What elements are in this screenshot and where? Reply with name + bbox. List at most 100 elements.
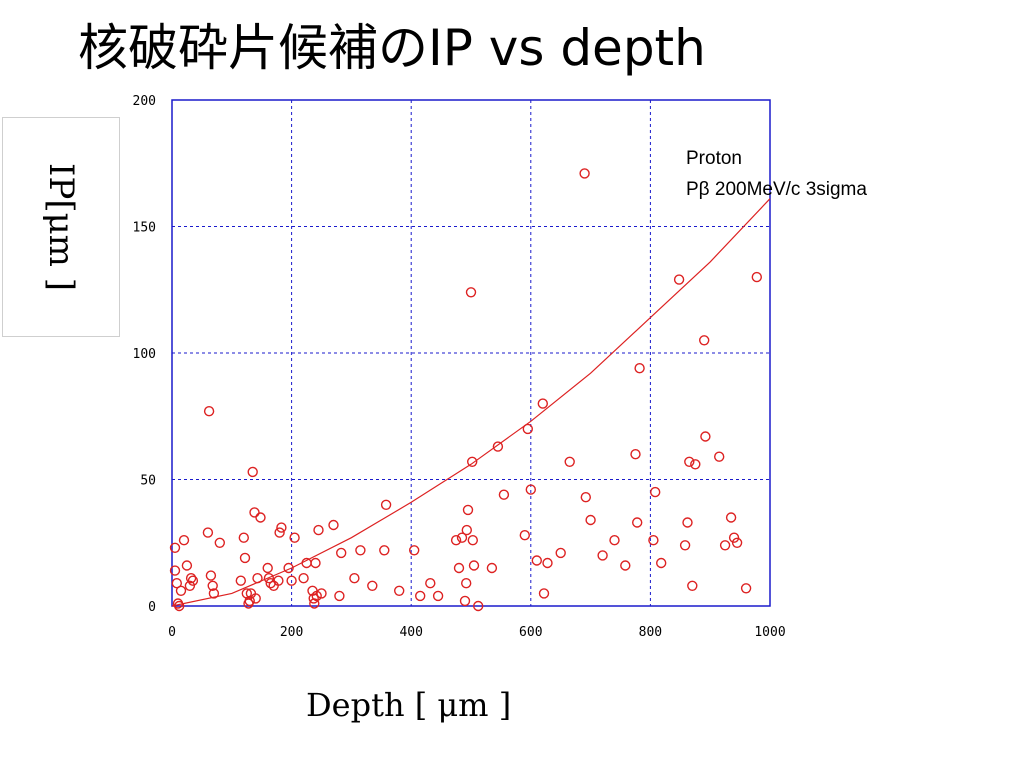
x-tick-label: 600: [519, 625, 542, 640]
data-point: [367, 580, 378, 591]
data-point: [187, 575, 199, 586]
y-tick-label: 200: [133, 94, 156, 109]
data-point: [648, 535, 659, 546]
data-point: [751, 271, 762, 283]
data-point: [650, 486, 661, 498]
annotation-line-2: Pβ 200MeV/c 3sigma: [686, 179, 867, 200]
data-point: [597, 550, 608, 561]
data-point: [203, 406, 215, 417]
data-point: [274, 527, 285, 538]
data-point: [310, 557, 321, 569]
plot-frame: [171, 99, 771, 607]
data-point: [555, 547, 566, 559]
data-point: [244, 595, 255, 607]
data-point: [564, 456, 575, 467]
data-point: [609, 535, 620, 546]
data-point: [355, 545, 366, 556]
data-point: [432, 590, 444, 602]
data-point: [700, 431, 711, 442]
data-point: [465, 287, 477, 298]
data-point: [630, 449, 641, 460]
data-point: [238, 532, 250, 543]
data-point: [235, 575, 247, 586]
data-point: [262, 562, 273, 574]
data-point: [380, 499, 392, 510]
data-point: [273, 575, 284, 586]
data-point: [525, 484, 536, 495]
data-point: [519, 530, 530, 541]
data-point: [379, 545, 390, 556]
data-point: [239, 552, 251, 564]
data-point: [286, 575, 297, 586]
data-point: [336, 547, 347, 559]
y-tick-label: 100: [133, 347, 156, 362]
data-point: [298, 573, 309, 584]
data-point: [328, 519, 339, 531]
data-point: [714, 451, 725, 462]
data-point: [263, 573, 275, 584]
data-point: [289, 532, 300, 543]
data-point: [679, 540, 691, 551]
annotation-line-1: Proton: [686, 148, 742, 169]
data-point: [173, 600, 185, 612]
data-point: [205, 570, 217, 581]
fit-curve: [171, 198, 771, 607]
y-axis-label-box: IP[μm ]: [2, 117, 120, 337]
data-point: [468, 560, 480, 571]
data-point: [453, 562, 465, 574]
data-point: [531, 555, 542, 566]
data-point: [473, 600, 484, 612]
data-point: [169, 565, 181, 576]
x-tick-label: 200: [280, 625, 303, 640]
y-tick-label: 50: [140, 474, 156, 489]
data-point: [682, 517, 693, 528]
data-point: [579, 168, 590, 179]
data-point: [283, 562, 294, 574]
data-point: [467, 456, 478, 467]
data-point: [334, 590, 345, 602]
data-point: [690, 459, 701, 470]
data-point: [687, 580, 698, 591]
data-point: [349, 573, 360, 584]
y-tick-label: 0: [148, 600, 156, 615]
x-tick-label: 0: [168, 625, 176, 640]
data-point: [456, 532, 468, 543]
data-point: [467, 535, 478, 546]
data-point: [171, 578, 183, 589]
data-point: [308, 593, 319, 604]
data-point: [462, 504, 474, 516]
data-point: [450, 535, 462, 546]
data-point: [656, 557, 667, 569]
data-point: [276, 522, 287, 533]
data-point: [461, 524, 472, 536]
data-point: [415, 590, 426, 602]
data-point: [175, 585, 187, 596]
data-point: [208, 588, 220, 599]
data-point: [202, 527, 214, 538]
data-point: [538, 588, 550, 599]
data-point: [537, 398, 548, 409]
data-point: [542, 557, 553, 569]
data-point: [725, 512, 737, 523]
data-point: [250, 593, 261, 604]
data-point: [740, 583, 752, 594]
x-tick-label: 400: [399, 625, 422, 640]
data-point: [247, 466, 258, 478]
y-tick-label: 150: [133, 221, 156, 236]
data-point: [214, 537, 226, 548]
data-point: [634, 363, 645, 374]
data-point: [585, 514, 596, 526]
data-point: [185, 573, 197, 584]
data-point: [580, 492, 591, 503]
data-point: [492, 441, 504, 452]
data-point: [522, 423, 533, 435]
data-point: [169, 542, 181, 553]
data-point: [425, 578, 436, 589]
data-point: [255, 512, 266, 523]
chart-annotation: Proton Pβ 200MeV/c 3sigma: [686, 143, 867, 205]
data-point: [184, 580, 196, 591]
data-point: [394, 585, 405, 596]
data-point: [409, 545, 420, 556]
data-point: [316, 588, 327, 599]
